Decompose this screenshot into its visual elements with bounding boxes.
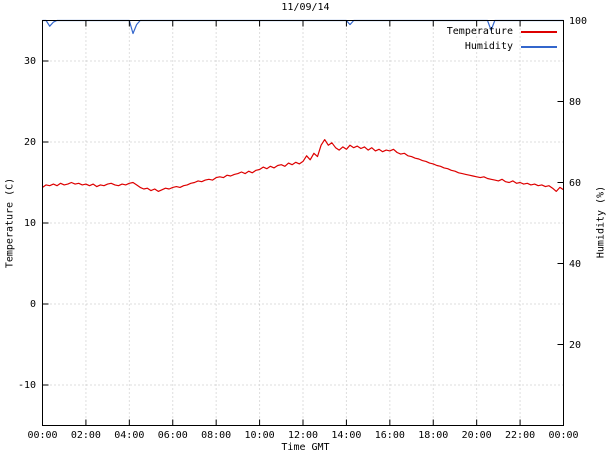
legend: Temperature Humidity — [447, 24, 557, 54]
x-tick-label: 18:00 — [418, 430, 449, 441]
x-axis-tick-labels: 00:00 02:00 04:00 06:00 08:00 10:00 12:00 14:00… — [0, 430, 611, 444]
legend-line-sample-humidity — [521, 45, 557, 48]
x-tick-label: 16:00 — [374, 430, 405, 441]
legend-label-humidity: Humidity — [464, 41, 513, 52]
x-tick-label: 20:00 — [461, 430, 492, 441]
y-axis-label: Temperature (C) — [4, 177, 16, 269]
legend-row-temperature: Temperature — [447, 24, 557, 39]
x-tick-label: 04:00 — [114, 430, 145, 441]
x-tick-label: 10:00 — [244, 430, 275, 441]
x-tick-label: 00:00 — [548, 430, 579, 441]
x-tick-label: 12:00 — [287, 430, 319, 441]
x-tick-label: 14:00 — [331, 430, 362, 441]
x-axis-label: Time GMT — [281, 442, 330, 453]
y2-axis-label: Humidity (%) — [595, 185, 607, 259]
x-tick-label: 02:00 — [70, 430, 101, 441]
x-tick-label: 00:00 — [27, 430, 58, 441]
legend-row-humidity: Humidity — [447, 39, 557, 54]
legend-line-sample-temperature — [521, 30, 557, 33]
legend-label-temperature: Temperature — [446, 26, 513, 37]
x-tick-label: 06:00 — [157, 430, 188, 441]
chart-title: 11/09/14 — [281, 2, 330, 13]
x-tick-label: 22:00 — [505, 430, 536, 441]
x-tick-label: 08:00 — [201, 430, 232, 441]
